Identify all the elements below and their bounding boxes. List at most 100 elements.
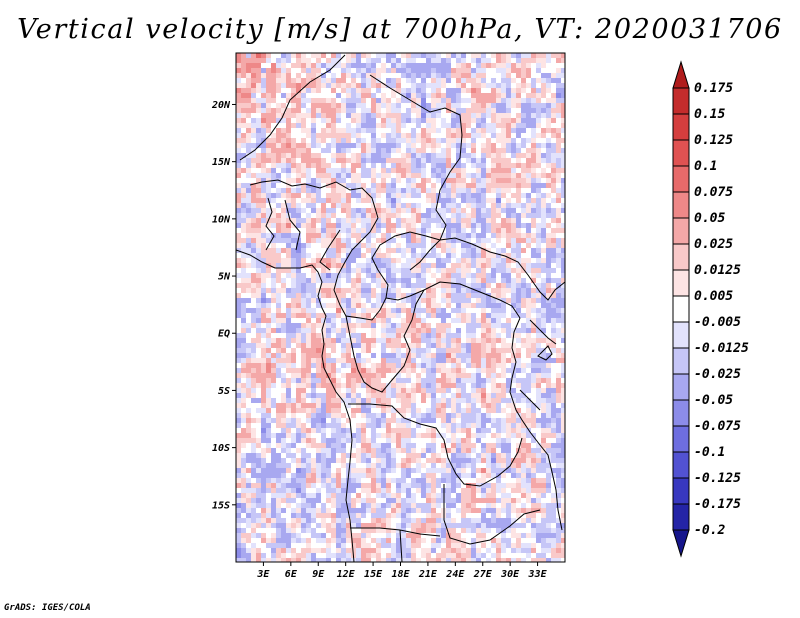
- field-cell: [361, 128, 366, 133]
- field-cell: [376, 413, 381, 418]
- field-cell: [451, 383, 456, 388]
- field-cell: [421, 313, 426, 318]
- field-cell: [416, 358, 421, 363]
- field-cell: [506, 178, 511, 183]
- field-cell: [541, 308, 546, 313]
- field-cell: [311, 363, 316, 368]
- field-cell: [476, 288, 481, 293]
- field-cell: [536, 328, 541, 333]
- field-cell: [526, 203, 531, 208]
- field-cell: [331, 148, 336, 153]
- field-cell: [366, 193, 371, 198]
- field-cell: [326, 388, 331, 393]
- field-cell: [311, 343, 316, 348]
- field-cell: [301, 148, 306, 153]
- field-cell: [441, 183, 446, 188]
- field-cell: [481, 263, 486, 268]
- field-cell: [341, 173, 346, 178]
- field-cell: [256, 238, 261, 243]
- field-cell: [546, 413, 551, 418]
- field-cell: [271, 388, 276, 393]
- field-cell: [331, 283, 336, 288]
- field-cell: [331, 408, 336, 413]
- field-cell: [301, 88, 306, 93]
- field-cell: [246, 233, 251, 238]
- field-cell: [546, 243, 551, 248]
- field-cell: [251, 378, 256, 383]
- field-cell: [446, 358, 451, 363]
- field-cell: [351, 413, 356, 418]
- field-cell: [496, 383, 501, 388]
- field-cell: [281, 278, 286, 283]
- field-cell: [521, 398, 526, 403]
- field-cell: [251, 308, 256, 313]
- field-cell: [496, 283, 501, 288]
- field-cell: [281, 413, 286, 418]
- field-cell: [276, 418, 281, 423]
- field-cell: [376, 68, 381, 73]
- field-cell: [541, 158, 546, 163]
- field-cell: [556, 293, 561, 298]
- field-cell: [496, 293, 501, 298]
- field-cell: [311, 198, 316, 203]
- field-cell: [396, 338, 401, 343]
- field-cell: [541, 338, 546, 343]
- field-cell: [296, 83, 301, 88]
- field-cell: [266, 178, 271, 183]
- field-cell: [361, 308, 366, 313]
- field-cell: [331, 278, 336, 283]
- field-cell: [391, 278, 396, 283]
- field-cell: [551, 168, 556, 173]
- field-cell: [436, 253, 441, 258]
- field-cell: [546, 288, 551, 293]
- field-cell: [331, 53, 336, 58]
- field-cell: [311, 93, 316, 98]
- field-cell: [546, 228, 551, 233]
- field-cell: [311, 328, 316, 333]
- field-cell: [271, 408, 276, 413]
- field-cell: [551, 203, 556, 208]
- field-cell: [386, 188, 391, 193]
- field-cell: [371, 293, 376, 298]
- field-cell: [411, 113, 416, 118]
- field-cell: [461, 88, 466, 93]
- field-cell: [381, 373, 386, 378]
- field-cell: [521, 223, 526, 228]
- field-cell: [531, 323, 536, 328]
- field-cell: [366, 228, 371, 233]
- field-cell: [421, 378, 426, 383]
- field-cell: [336, 313, 341, 318]
- field-cell: [336, 93, 341, 98]
- field-cell: [501, 83, 506, 88]
- field-cell: [241, 168, 246, 173]
- field-cell: [486, 278, 491, 283]
- field-cell: [426, 363, 431, 368]
- field-cell: [326, 213, 331, 218]
- field-cell: [431, 423, 436, 428]
- field-cell: [541, 363, 546, 368]
- field-cell: [446, 63, 451, 68]
- field-cell: [551, 198, 556, 203]
- field-cell: [296, 363, 301, 368]
- field-cell: [296, 308, 301, 313]
- field-cell: [396, 303, 401, 308]
- field-cell: [361, 233, 366, 238]
- field-cell: [321, 108, 326, 113]
- field-cell: [276, 213, 281, 218]
- field-cell: [451, 333, 456, 338]
- field-cell: [511, 358, 516, 363]
- field-cell: [236, 263, 241, 268]
- field-cell: [461, 223, 466, 228]
- field-cell: [311, 238, 316, 243]
- field-cell: [486, 123, 491, 128]
- field-cell: [496, 88, 501, 93]
- field-cell: [531, 113, 536, 118]
- field-cell: [371, 368, 376, 373]
- field-cell: [286, 403, 291, 408]
- field-cell: [561, 88, 565, 93]
- field-cell: [381, 83, 386, 88]
- field-cell: [296, 68, 301, 73]
- field-cell: [446, 403, 451, 408]
- field-cell: [306, 98, 311, 103]
- field-cell: [236, 158, 241, 163]
